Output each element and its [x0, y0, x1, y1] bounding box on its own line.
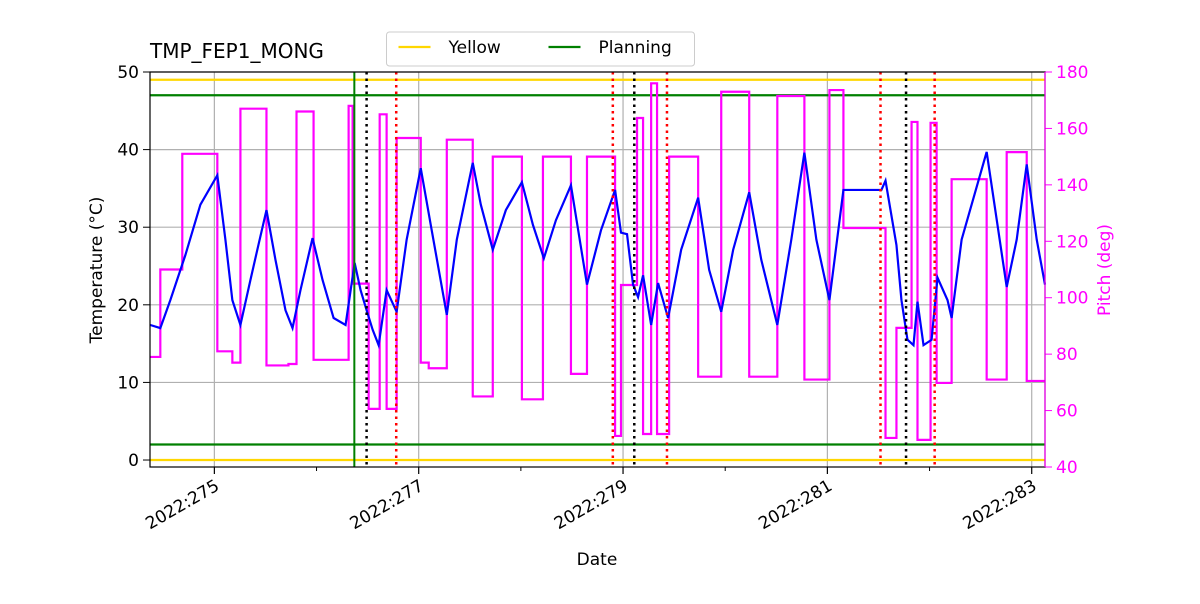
x-tick-label: 2022:275 — [142, 476, 223, 534]
y-tick-label: 50 — [117, 63, 139, 83]
y2-tick-label: 60 — [1056, 402, 1078, 422]
chart-title: TMP_FEP1_MONG — [149, 39, 324, 63]
x-tick-label: 2022:279 — [551, 476, 632, 534]
x-tick-label: 2022:281 — [755, 476, 836, 534]
y2-tick-label: 140 — [1056, 176, 1088, 196]
x-tick-label: 2022:277 — [347, 476, 428, 534]
legend-label: Yellow — [448, 38, 501, 58]
series-line — [149, 151, 1047, 350]
legend-box — [386, 31, 695, 67]
y-axis-label: Temperature (°C) — [87, 197, 107, 345]
y-tick-label: 40 — [117, 141, 139, 161]
x-axis-label: Date — [577, 550, 618, 570]
y-tick-label: 30 — [117, 218, 139, 238]
y2-tick-label: 100 — [1056, 289, 1088, 309]
y2-tick-label: 120 — [1056, 232, 1088, 252]
legend-label: Planning — [599, 38, 672, 58]
x-tick-label: 2022:283 — [960, 476, 1041, 534]
y-tick-label: 20 — [117, 296, 139, 316]
y-tick-label: 10 — [117, 373, 139, 393]
y2-tick-label: 160 — [1056, 119, 1088, 139]
y2-tick-label: 80 — [1056, 345, 1078, 365]
series-line — [150, 82, 1045, 442]
y2-tick-label: 180 — [1056, 63, 1088, 83]
y2-axis-label: Pitch (deg) — [1095, 224, 1115, 316]
y-tick-label: 0 — [128, 451, 139, 471]
y2-tick-label: 40 — [1056, 458, 1078, 478]
